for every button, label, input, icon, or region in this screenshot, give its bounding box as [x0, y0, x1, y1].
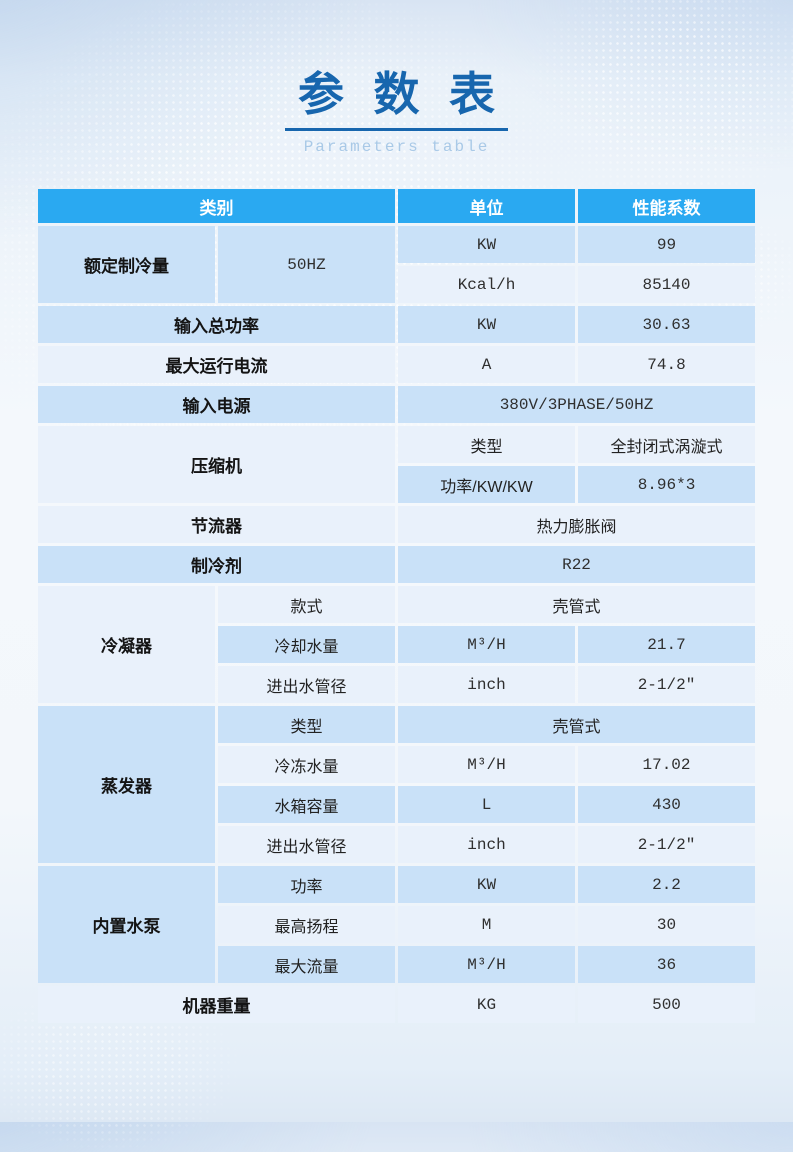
value-rated-cooling-frequency: 50HZ [218, 226, 395, 303]
label-refrigerant: 制冷剂 [38, 546, 395, 583]
value-compressor-type: 全封闭式涡漩式 [578, 426, 755, 463]
table-row: 额定制冷量 50HZ KW 99 [38, 226, 755, 303]
page-subtitle: Parameters table [303, 137, 490, 156]
table-row: 输入电源 380V/3PHASE/50HZ [38, 386, 755, 423]
unit-rated-cooling-kcal: Kcal/h [398, 266, 575, 303]
table-row: 最大运行电流 A 74.8 [38, 346, 755, 383]
column-header-unit: 单位 [398, 189, 575, 223]
unit-rated-cooling-kw: KW [398, 226, 575, 263]
value-compressor-power: 8.96*3 [578, 466, 755, 503]
table-row: 节流器 热力膨胀阀 [38, 506, 755, 543]
sublabel-condenser-style: 款式 [218, 586, 395, 623]
table-row: 机器重量 KG 500 [38, 986, 755, 1023]
table-row: 最大流量 M³/H 36 [38, 946, 755, 983]
label-max-running-current: 最大运行电流 [38, 346, 395, 383]
table-row: 制冷剂 R22 [38, 546, 755, 583]
table-row: 进出水管径 inch 2-1/2″ [38, 826, 755, 863]
table-row: 进出水管径 inch 2-1/2″ [38, 666, 755, 703]
title-block: 参 数 表 Parameters table [0, 69, 793, 156]
table-row: 冷冻水量 M³/H 17.02 [38, 746, 755, 783]
sublabel-pump-power: 功率 [218, 866, 395, 903]
table-row: 压缩机 类型 全封闭式涡漩式 [38, 426, 755, 503]
sublabel-evaporator-chilled-water: 冷冻水量 [218, 746, 395, 783]
value-evaporator-chilled-water: 17.02 [578, 746, 755, 783]
value-machine-weight: 500 [578, 986, 755, 1023]
label-input-power-supply: 输入电源 [38, 386, 395, 423]
value-rated-cooling-kcal: 85140 [578, 266, 755, 303]
value-condenser-style: 壳管式 [398, 586, 755, 623]
column-header-coefficient: 性能系数 [578, 189, 755, 223]
value-rated-cooling-kw: 99 [578, 226, 755, 263]
value-condenser-pipe-diameter: 2-1/2″ [578, 666, 755, 703]
sublabel-compressor-type: 类型 [398, 426, 575, 463]
value-condenser-cooling-water: 21.7 [578, 626, 755, 663]
unit-total-input-power: KW [398, 306, 575, 343]
value-total-input-power: 30.63 [578, 306, 755, 343]
unit-pump-max-flow: M³/H [398, 946, 575, 983]
sublabel-condenser-cooling-water: 冷却水量 [218, 626, 395, 663]
table-row: 水箱容量 L 430 [38, 786, 755, 823]
unit-condenser-cooling-water: M³/H [398, 626, 575, 663]
sublabel-pump-max-flow: 最大流量 [218, 946, 395, 983]
table-row: 输入总功率 KW 30.63 [38, 306, 755, 343]
unit-evaporator-tank-capacity: L [398, 786, 575, 823]
label-total-input-power: 输入总功率 [38, 306, 395, 343]
unit-pump-power: KW [398, 866, 575, 903]
value-pump-max-head: 30 [578, 906, 755, 943]
value-evaporator-tank-capacity: 430 [578, 786, 755, 823]
value-throttle: 热力膨胀阀 [398, 506, 755, 543]
sublabel-evaporator-tank-capacity: 水箱容量 [218, 786, 395, 823]
table-header-row: 类别 单位 性能系数 [38, 189, 755, 223]
sublabel-pump-max-head: 最高扬程 [218, 906, 395, 943]
table-row: 蒸发器 类型 壳管式 [38, 706, 755, 863]
sublabel-evaporator-pipe-diameter: 进出水管径 [218, 826, 395, 863]
label-compressor: 压缩机 [38, 426, 395, 503]
label-evaporator: 蒸发器 [38, 706, 215, 863]
unit-machine-weight: KG [398, 986, 575, 1023]
sublabel-compressor-power: 功率/KW/KW [398, 466, 575, 503]
table-row: 冷却水量 M³/H 21.7 [38, 626, 755, 663]
sublabel-evaporator-type: 类型 [218, 706, 395, 743]
unit-condenser-pipe-diameter: inch [398, 666, 575, 703]
value-pump-power: 2.2 [578, 866, 755, 903]
table-row: 冷凝器 款式 壳管式 [38, 586, 755, 703]
unit-evaporator-pipe-diameter: inch [398, 826, 575, 863]
sublabel-condenser-pipe-diameter: 进出水管径 [218, 666, 395, 703]
value-input-power-supply: 380V/3PHASE/50HZ [398, 386, 755, 423]
table-row: 最高扬程 M 30 [38, 906, 755, 943]
unit-evaporator-chilled-water: M³/H [398, 746, 575, 783]
value-evaporator-pipe-diameter: 2-1/2″ [578, 826, 755, 863]
value-pump-max-flow: 36 [578, 946, 755, 983]
unit-max-running-current: A [398, 346, 575, 383]
value-refrigerant: R22 [398, 546, 755, 583]
column-header-category: 类别 [38, 189, 395, 223]
value-max-running-current: 74.8 [578, 346, 755, 383]
table-row: 内置水泵 功率 KW 2.2 [38, 866, 755, 983]
page-title: 参 数 表 [285, 69, 508, 131]
label-built-in-pump: 内置水泵 [38, 866, 215, 983]
label-rated-cooling-capacity: 额定制冷量 [38, 226, 215, 303]
unit-pump-max-head: M [398, 906, 575, 943]
parameters-table: 类别 单位 性能系数 额定制冷量 50HZ KW 99 Kcal/h 85140… [35, 186, 758, 1026]
value-evaporator-type: 壳管式 [398, 706, 755, 743]
label-throttle: 节流器 [38, 506, 395, 543]
label-machine-weight: 机器重量 [38, 986, 395, 1023]
label-condenser: 冷凝器 [38, 586, 215, 703]
